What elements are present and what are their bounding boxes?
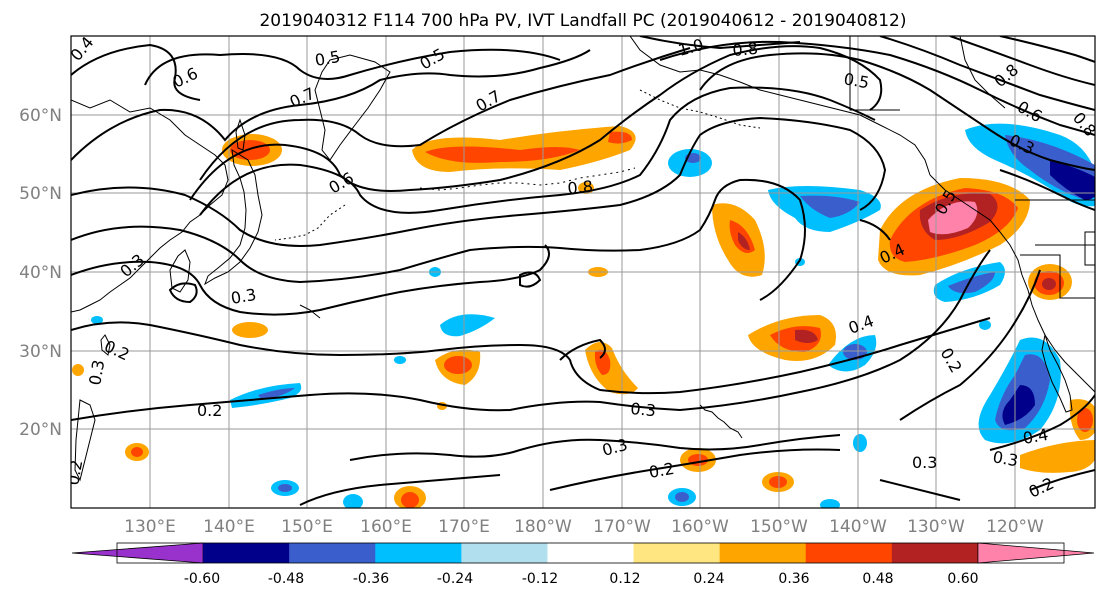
colorbar-tick-label: -0.48 <box>268 571 304 587</box>
graticule <box>71 36 1095 508</box>
colorbar-swatch <box>633 543 721 563</box>
lat-label-20n: 20°N <box>19 420 62 440</box>
colorbar-swatch <box>461 543 548 563</box>
colorbar-tick-label: -0.60 <box>184 571 220 587</box>
positive-anomaly-160w-42n <box>712 203 765 277</box>
positive-anomaly-170w-30n <box>585 341 638 395</box>
contour-label: 0.8 <box>567 177 594 198</box>
colorbar-swatches <box>71 542 1095 564</box>
colorbar-swatch <box>289 543 376 563</box>
contour-label: 0.2 <box>647 459 675 482</box>
shaded-anomalies <box>72 123 1095 508</box>
lat-label-40n: 40°N <box>19 263 62 283</box>
lon-label-130w: 130°W <box>907 517 965 537</box>
contour-label: 0.3 <box>229 285 257 308</box>
map-content: 0.4 0.6 0.5 0.7 0.5 0.7 1.0 0.8 0.5 0.8 … <box>63 35 1095 508</box>
contour-label: 0.2 <box>63 458 86 486</box>
lon-label-130e: 130°E <box>124 517 176 537</box>
positive-anomaly-japan <box>222 134 282 166</box>
map-panel: 0.4 0.6 0.5 0.7 0.5 0.7 1.0 0.8 0.5 0.8 … <box>63 35 1096 509</box>
colorbar-swatch <box>977 542 1095 564</box>
lon-label-160w: 160°W <box>671 517 729 537</box>
negative-anomaly-165e-33n <box>440 314 495 337</box>
lon-label-150e: 150°E <box>281 517 333 537</box>
negative-anomaly-145e-23n <box>230 383 302 408</box>
positive-anomaly-150w-32n <box>748 315 836 361</box>
lat-label-50n: 50°N <box>19 184 62 204</box>
colorbar-tick-label: 0.24 <box>693 571 724 587</box>
colorbar-swatch <box>547 543 635 563</box>
colorbar-tick-label: -0.36 <box>353 571 389 587</box>
colorbar-swatch <box>71 542 204 564</box>
lon-label-120w: 120°W <box>986 517 1044 537</box>
colorbar-swatch <box>375 543 462 563</box>
contour-label: 0.2 <box>197 401 222 420</box>
lon-label-180w: 180°W <box>514 517 572 537</box>
contour-label: 1.0 <box>676 35 706 60</box>
coastlines <box>71 36 1095 482</box>
colorbar-tick-label: 0.60 <box>947 571 978 587</box>
colorbar-tick-label: 0.48 <box>862 571 893 587</box>
lon-label-170e: 170°E <box>438 517 490 537</box>
figure-title: 2019040312 F114 700 hPa PV, IVT Landfall… <box>259 11 906 31</box>
colorbar-frame <box>116 542 1065 564</box>
lon-label-160e: 160°E <box>360 517 412 537</box>
contour-label: 0.5 <box>842 69 870 92</box>
colorbar-tick-label: -0.24 <box>437 571 473 587</box>
colorbar-swatch <box>203 543 290 563</box>
map-frame <box>70 35 1096 509</box>
colorbar-ticks: -0.60 -0.48 -0.36 -0.24 -0.12 0.12 0.24 … <box>184 571 979 587</box>
contour-label: 0.3 <box>991 447 1019 470</box>
lon-label-150w: 150°W <box>750 517 808 537</box>
latitude-labels: 60°N 50°N 40°N 30°N 20°N <box>19 106 62 440</box>
colorbar-swatch <box>719 543 807 563</box>
colorbar: -0.60 -0.48 -0.36 -0.24 -0.12 0.12 0.24 … <box>71 542 1095 587</box>
colorbar-swatch <box>891 543 979 563</box>
contour-label: 0.3 <box>912 453 937 472</box>
positive-anomaly-gulf-of-alaska <box>878 178 1030 276</box>
lon-label-140w: 140°W <box>829 517 887 537</box>
longitude-labels: 130°E 140°E 150°E 160°E 170°E 180°W 170°… <box>124 517 1044 537</box>
positive-anomaly-170e-30n <box>435 349 481 385</box>
lat-label-60n: 60°N <box>19 106 62 126</box>
contour-label: 0.8 <box>732 39 759 60</box>
colorbar-swatch <box>805 543 893 563</box>
contour-label: 0.3 <box>85 358 108 386</box>
lon-label-170w: 170°W <box>593 517 651 537</box>
positive-anomaly-mexico <box>1020 399 1095 473</box>
contour-label: 0.3 <box>630 399 657 420</box>
lon-label-140e: 140°E <box>203 517 255 537</box>
lat-label-30n: 30°N <box>19 342 62 362</box>
colorbar-tick-label: -0.12 <box>522 571 558 587</box>
colorbar-tick-label: 0.36 <box>778 571 809 587</box>
negative-anomaly-baja <box>978 337 1061 444</box>
contour-label: 0.4 <box>1021 425 1049 448</box>
pv-contours <box>71 36 1095 506</box>
colorbar-tick-label: 0.12 <box>609 571 640 587</box>
contour-label: 0.5 <box>313 47 341 70</box>
